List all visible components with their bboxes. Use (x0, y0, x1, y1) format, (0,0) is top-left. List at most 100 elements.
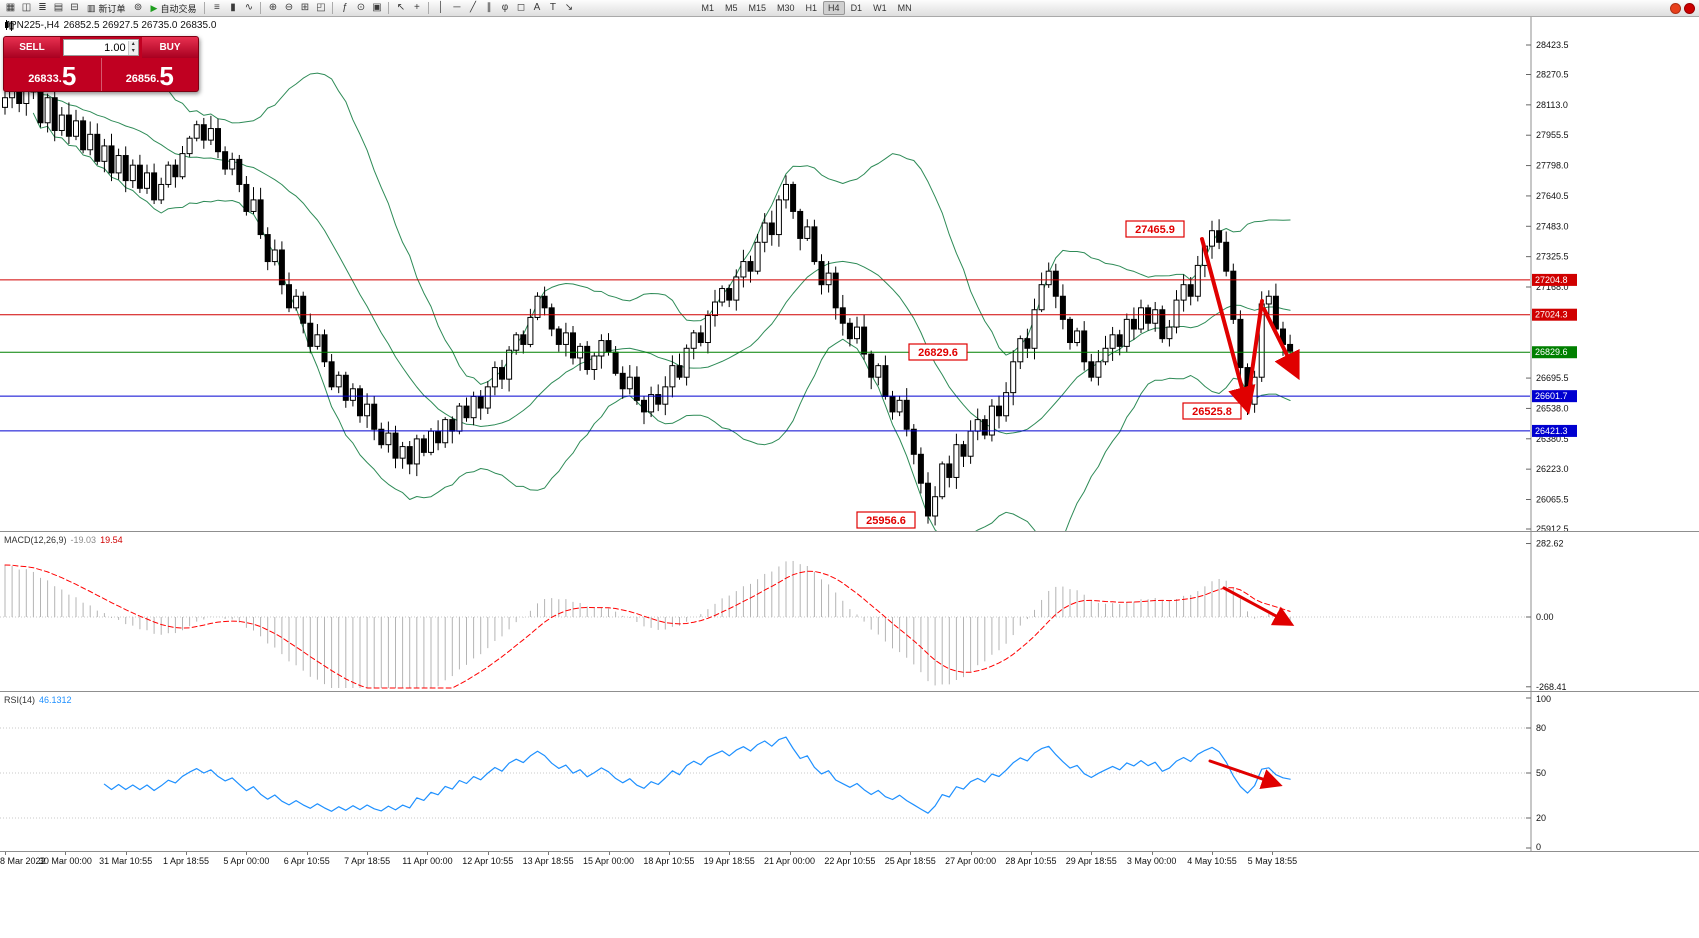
market-watch-icon[interactable]: ≣ (35, 1, 50, 16)
new-chart-icon[interactable]: ▦ (3, 1, 18, 16)
candlestick-chart-icon: ▮ (230, 2, 236, 13)
buy-price[interactable]: 26856. 5 (102, 58, 199, 91)
autotrading-icon: ▶ (150, 2, 158, 13)
periods-icon[interactable]: ⊙ (353, 1, 368, 16)
macd-label-line: MACD(12,26,9) -19.03 19.54 (4, 535, 123, 545)
price-annotations: 27465.9 26829.6 26525.8 25956.6 (856, 220, 1242, 529)
bar-chart-icon[interactable]: ≡ (209, 1, 224, 16)
cursor-icon[interactable]: ↖ (393, 1, 408, 16)
time-axis-label: 30 Mar 00:00 (38, 856, 92, 866)
templates-icon: ▣ (372, 2, 382, 13)
rsi-axis[interactable]: 100 80 50 20 0 (1526, 691, 1551, 851)
chart-profiles-icon[interactable]: ◫ (19, 1, 34, 16)
timeframe-m15[interactable]: M15 (748, 3, 767, 13)
time-axis-label: 15 Apr 00:00 (582, 856, 635, 866)
main-price-chart[interactable]: 28423.5 28270.5 28113.0 27955.5 27798.0 27640… (0, 17, 1699, 531)
bollinger-bands (32, 60, 1291, 531)
svg-text:0: 0 (1536, 842, 1541, 851)
macd-histogram (4, 560, 1291, 688)
cursor-icon: ↖ (396, 2, 406, 13)
svg-text:282.62: 282.62 (1536, 539, 1564, 549)
vertical-line-icon[interactable]: │ (433, 1, 448, 16)
rsi-name: RSI(14) (4, 695, 36, 705)
svg-text:20: 20 (1536, 813, 1546, 823)
time-axis-label: 21 Apr 00:00 (764, 856, 816, 866)
fibonacci-icon[interactable]: φ (497, 1, 512, 16)
sell-button[interactable]: SELL (4, 37, 60, 58)
timeframe-m30[interactable]: M30 (777, 3, 795, 13)
timeframe-w1[interactable]: W1 (873, 3, 887, 13)
crosshair-icon[interactable]: + (409, 1, 424, 16)
time-tick (608, 852, 610, 855)
sell-price[interactable]: 26833. 5 (4, 58, 102, 91)
tile-windows-icon: ⊞ (300, 2, 310, 13)
volume-up-icon[interactable]: ▴ (128, 40, 138, 48)
timeframe-d1[interactable]: D1 (850, 3, 863, 13)
label-icon: T (549, 2, 557, 13)
shapes-icon[interactable]: ◻ (513, 1, 528, 16)
svg-text:26223.0: 26223.0 (1536, 464, 1569, 474)
time-axis-label: 4 May 10:55 (1187, 856, 1237, 866)
time-axis-label: 28 Mar 2022 (0, 856, 46, 866)
time-tick (548, 852, 550, 855)
svg-text:28423.5: 28423.5 (1536, 40, 1569, 50)
line-chart-icon: ∿ (244, 2, 254, 13)
tile-windows-icon[interactable]: ⊞ (297, 1, 312, 16)
time-axis-label: 13 Apr 18:55 (522, 856, 574, 866)
time-axis-label: 5 May 18:55 (1247, 856, 1298, 866)
timeframe-mn[interactable]: MN (897, 3, 912, 13)
navigator-icon[interactable]: ⊟ (67, 1, 82, 16)
data-window-icon[interactable]: ▤ (51, 1, 66, 16)
vertical-line-icon: │ (437, 2, 445, 13)
auto-arrange-icon[interactable]: ◰ (313, 1, 328, 16)
time-tick (1091, 852, 1093, 855)
time-axis[interactable]: 28 Mar 2022 30 Mar 00:00 31 Mar 10:55 1 Apr… (0, 851, 1699, 869)
indicators-icon[interactable]: ƒ (337, 1, 352, 16)
zoom-out-icon[interactable]: ⊖ (281, 1, 296, 16)
trendline-icon[interactable]: ╱ (465, 1, 480, 16)
toolbar-separator (388, 2, 390, 14)
price-axis[interactable]: 28423.5 28270.5 28113.0 27955.5 27798.0 27640… (1526, 17, 1577, 531)
timeframe-h4[interactable]: H4 (823, 1, 845, 15)
auto-arrange-icon: ◰ (316, 2, 326, 13)
new-order-button[interactable]: ▥ 新订单 (83, 1, 130, 16)
timeframe-m5[interactable]: M5 (724, 3, 738, 13)
svg-text:27798.0: 27798.0 (1536, 161, 1569, 171)
rsi-indicator-pane[interactable]: 100 80 50 20 0 (0, 691, 1699, 851)
rsi-value: 46.1312 (39, 695, 72, 705)
history-center-icon[interactable]: ⊚ (131, 1, 146, 16)
sell-price-big: 5 (61, 61, 77, 91)
channel-icon[interactable]: ∥ (481, 1, 496, 16)
time-tick (427, 852, 429, 855)
buy-price-big: 5 (159, 61, 174, 91)
buy-button[interactable]: BUY (142, 37, 198, 58)
horizontal-line-icon[interactable]: ─ (449, 1, 464, 16)
chart-ohlc-values: 26852.5 26927.5 26735.0 26835.0 (63, 20, 217, 31)
time-axis-label: 22 Apr 10:55 (824, 856, 876, 866)
time-axis-label: 27 Apr 00:00 (945, 856, 997, 866)
svg-text:27325.5: 27325.5 (1536, 252, 1569, 262)
macd-axis[interactable]: 282.62 0.00 -268.41 (1526, 531, 1567, 691)
time-axis-label: 25 Apr 18:55 (884, 856, 936, 866)
text-icon[interactable]: A (529, 1, 544, 16)
zoom-in-icon[interactable]: ⊕ (265, 1, 280, 16)
timeframe-h1[interactable]: H1 (805, 3, 818, 13)
volume-input[interactable] (64, 41, 128, 54)
community-icon[interactable] (1670, 3, 1681, 14)
alerts-icon[interactable] (1684, 3, 1695, 14)
templates-icon[interactable]: ▣ (369, 1, 384, 16)
time-tick (65, 852, 67, 855)
horizontal-line-icon: ─ (453, 2, 461, 13)
toolbar-separator (332, 2, 334, 14)
label-icon[interactable]: T (545, 1, 560, 16)
arrow-tool-icon[interactable]: ↘ (561, 1, 576, 16)
autotrading-button[interactable]: ▶ 自动交易 (147, 1, 201, 16)
candlestick-chart-icon[interactable]: ▮ (225, 1, 240, 16)
volume-down-icon[interactable]: ▾ (128, 47, 138, 55)
line-chart-icon[interactable]: ∿ (241, 1, 256, 16)
svg-text:26695.5: 26695.5 (1536, 373, 1569, 383)
timeframe-m1[interactable]: M1 (701, 3, 714, 13)
time-axis-label: 1 Apr 18:55 (163, 856, 210, 866)
macd-indicator-pane[interactable]: 282.62 0.00 -268.41 (0, 531, 1699, 691)
svg-text:27204.8: 27204.8 (1535, 275, 1568, 285)
